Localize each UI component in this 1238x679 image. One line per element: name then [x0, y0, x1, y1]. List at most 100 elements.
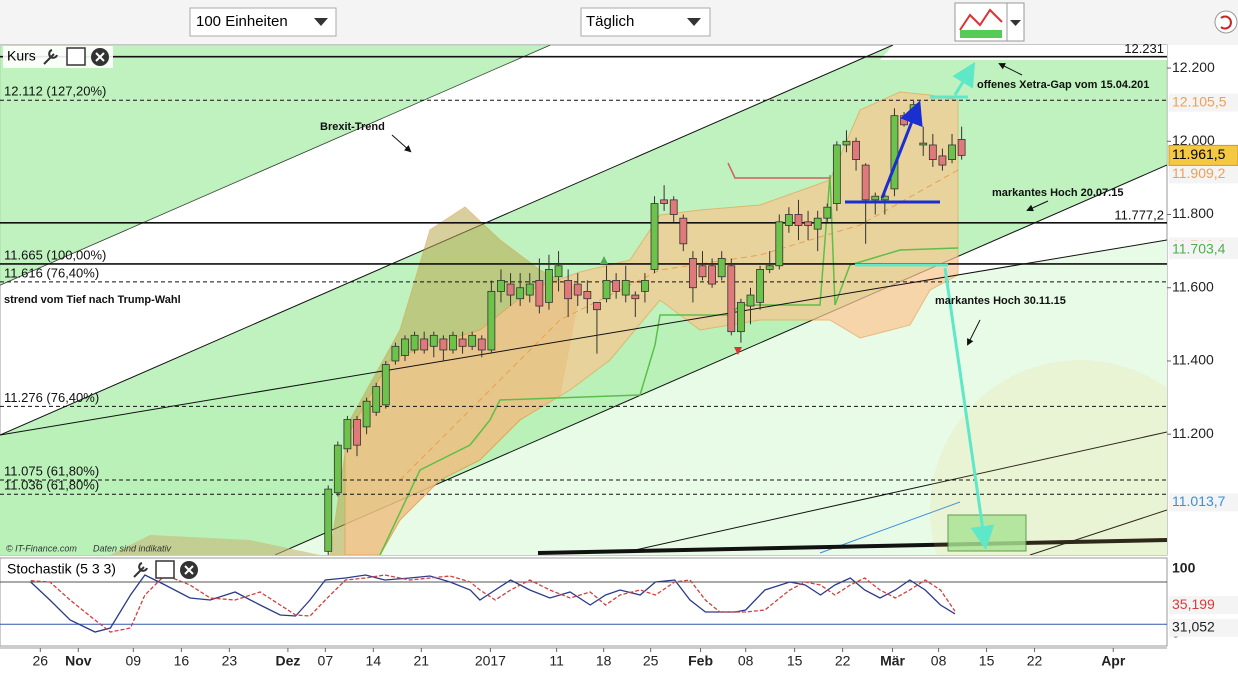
- cyan-arrow: [943, 267, 995, 550]
- candle-body: [458, 338, 467, 347]
- candle-body: [957, 139, 966, 156]
- candle-body: [372, 386, 381, 413]
- candle-body: [852, 140, 860, 160]
- candle-body: [775, 221, 784, 267]
- price-marker-label: 12.105,5: [1172, 93, 1227, 109]
- candle-body: [804, 221, 812, 226]
- candle-body: [919, 142, 928, 146]
- pointer-arrow: [391, 134, 412, 153]
- level-label: 11.036 (61,80%): [4, 478, 99, 493]
- units-label: 100 Einheiten: [196, 13, 288, 30]
- dropdown-arrow: [1010, 20, 1021, 26]
- x-tick-label: 23: [222, 653, 238, 669]
- candle-body: [401, 338, 409, 356]
- candle-body: [468, 334, 477, 347]
- stochastic-marker-label: 35,199: [1172, 596, 1215, 612]
- stochastic-marker-box: [1169, 618, 1238, 637]
- candles: [324, 101, 966, 555]
- annotation: offenes Xetra-Gap vom 15.04.201: [977, 79, 1149, 91]
- x-tick-label: Mär: [880, 653, 905, 669]
- candle-body: [784, 214, 793, 226]
- x-tick-label: 16: [174, 653, 190, 669]
- maximize-icon[interactable]: [66, 47, 86, 66]
- candle-body: [938, 155, 947, 166]
- panel-title: Kurs: [7, 48, 36, 64]
- candle-body: [813, 217, 822, 230]
- units-dropdown[interactable]: [189, 7, 337, 37]
- annotation: markantes Hoch 20.07.15: [992, 187, 1123, 199]
- candle-body: [420, 338, 429, 351]
- x-tick-label: 07: [318, 653, 334, 669]
- candle-body: [573, 283, 582, 296]
- candle-body: [554, 265, 563, 278]
- level-label: 11.665 (100,00%): [4, 247, 106, 262]
- x-tick-label: 22: [835, 653, 851, 669]
- price-marker-box: [1169, 240, 1238, 259]
- last-price-label: 11.961,5: [1172, 146, 1226, 162]
- candle-body: [506, 283, 515, 296]
- stop-line: [727, 162, 830, 179]
- candle-body: [794, 214, 803, 226]
- level-label: 11.616 (76,40%): [4, 265, 99, 280]
- blue-arrow: [880, 100, 923, 199]
- settings-icon[interactable]: [43, 49, 58, 65]
- candle-body: [324, 488, 333, 552]
- candle-body: [602, 280, 611, 300]
- candle-body: [842, 140, 851, 146]
- levels: 12.231 12.112 (127,20%) 11.777,2 11.665 (10…: [0, 41, 1167, 495]
- pointer-arrow: [998, 63, 1023, 76]
- candle-body: [487, 290, 496, 351]
- candle-body: [564, 280, 573, 300]
- stochastic-line: [30, 574, 956, 633]
- candle-body: [391, 345, 400, 362]
- sell-signal: [734, 347, 742, 355]
- settings-icon[interactable]: [133, 562, 148, 578]
- stochastic-marker-box: [1169, 596, 1238, 615]
- x-tick-label: 2017: [475, 653, 506, 669]
- chart-type-icon: [960, 30, 1002, 38]
- drawings: [391, 61, 1049, 550]
- candle-body: [497, 280, 505, 292]
- candle-body: [746, 294, 755, 307]
- candle-body: [535, 280, 544, 307]
- x-tick-label: 15: [787, 653, 803, 669]
- source-note: Daten sind indikativ: [93, 543, 172, 553]
- price-marker-label: 11.909,2: [1172, 165, 1226, 181]
- candle-body: [880, 195, 889, 201]
- candle-body: [650, 203, 659, 270]
- y-tick-label: 12.200: [1172, 59, 1215, 75]
- candle-body: [545, 269, 553, 303]
- candle-body: [525, 283, 534, 296]
- dropdown-arrow: [687, 18, 701, 26]
- refresh-button[interactable]: [1214, 10, 1238, 34]
- candle-body: [439, 338, 448, 351]
- level-label: 12.112 (127,20%): [4, 84, 106, 99]
- candle-body: [823, 206, 832, 219]
- x-tick-label: 14: [366, 653, 382, 669]
- support-line: [537, 538, 1167, 555]
- candle-body: [900, 115, 908, 126]
- candle-body: [429, 334, 438, 347]
- level-label: 11.777,2: [1114, 207, 1164, 222]
- x-tick-label: 18: [596, 653, 612, 669]
- x-tick-label: 21: [414, 653, 430, 669]
- maximize-icon[interactable]: [155, 560, 175, 579]
- stochastic-line: [30, 574, 956, 633]
- candle-body: [593, 301, 601, 311]
- trend-line: [634, 431, 1167, 551]
- price-marker-label: 11.013,7: [1172, 493, 1226, 509]
- x-tick-label: 22: [1027, 653, 1043, 669]
- candle-body: [660, 199, 669, 204]
- candle-body: [679, 217, 688, 245]
- candle-body: [449, 334, 457, 351]
- interval-dropdown[interactable]: [580, 7, 711, 37]
- price-marker-box: [1169, 93, 1238, 112]
- buy-signal: [600, 256, 608, 264]
- candle-body: [343, 419, 352, 450]
- candle-body: [689, 258, 697, 289]
- candle-body: [765, 265, 774, 270]
- x-tick-label: Dez: [275, 653, 300, 669]
- dropdown-arrow: [314, 18, 328, 26]
- candle-body: [948, 144, 956, 160]
